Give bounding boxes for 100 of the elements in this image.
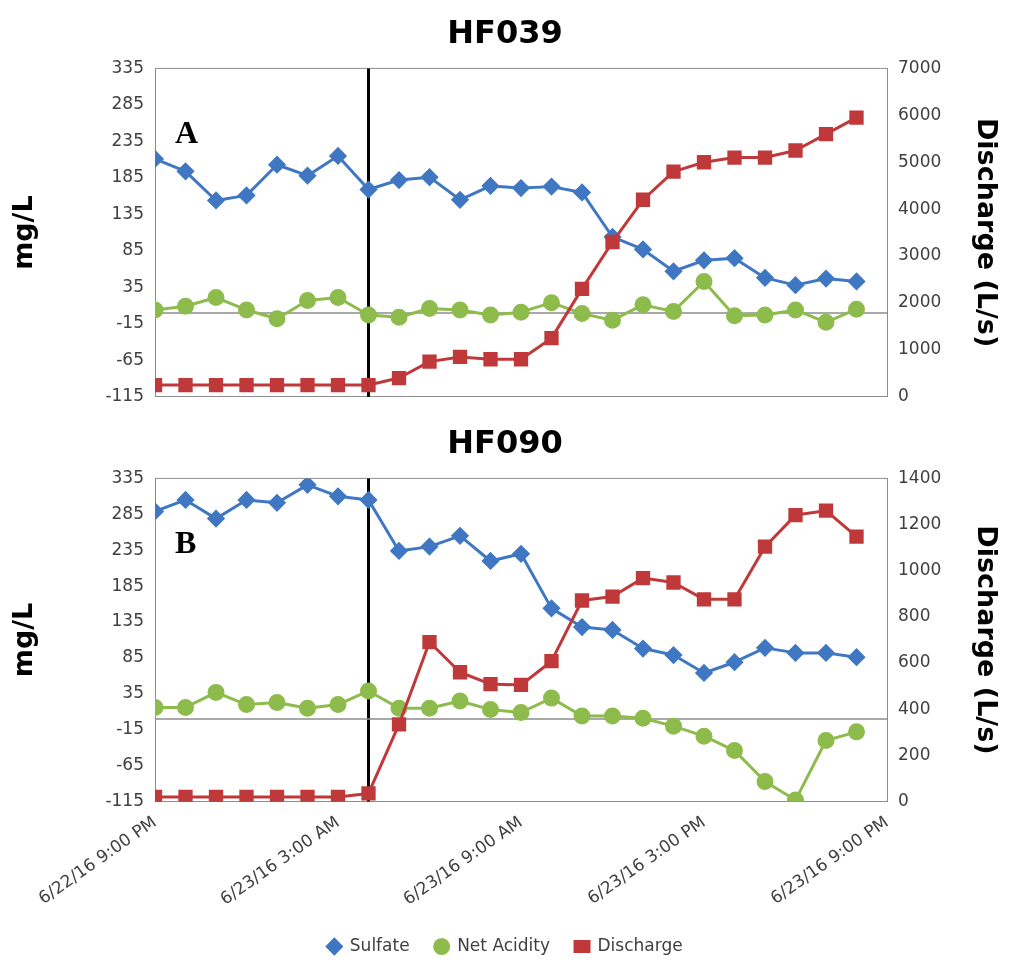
point: [818, 503, 834, 518]
point: [177, 297, 194, 315]
point: [543, 689, 560, 707]
y-tick-label: -65: [116, 754, 144, 775]
point: [634, 640, 652, 658]
y-tick-label: -15: [116, 312, 144, 333]
point: [787, 276, 804, 294]
point: [360, 306, 377, 324]
point: [452, 349, 468, 365]
point: [756, 306, 774, 324]
point: [757, 539, 773, 554]
point: [788, 507, 803, 523]
point: [573, 183, 591, 201]
point: [238, 301, 255, 319]
point: [848, 648, 865, 666]
point: [390, 542, 408, 560]
y2-tick-label: 3000: [898, 244, 942, 265]
point: [268, 494, 286, 512]
y-tick-label: 285: [111, 93, 144, 114]
point: [482, 701, 499, 719]
point: [269, 789, 285, 802]
point: [208, 377, 224, 393]
point: [757, 150, 773, 165]
y2-tick-label: 600: [898, 651, 931, 672]
point: [482, 552, 499, 570]
chart-title: HF090: [447, 422, 563, 461]
point: [268, 310, 286, 328]
point: [696, 155, 712, 170]
point: [543, 294, 560, 312]
point: [788, 143, 803, 158]
point: [727, 150, 742, 165]
point: [848, 300, 865, 318]
y-tick-label: -15: [116, 718, 144, 739]
point: [299, 167, 316, 185]
point: [178, 789, 193, 802]
point: [177, 698, 194, 716]
point: [207, 510, 225, 528]
point: [665, 262, 682, 280]
point: [604, 311, 621, 329]
point: [300, 377, 315, 393]
point: [207, 289, 225, 307]
legend-label: Discharge: [597, 934, 683, 955]
point: [268, 693, 286, 711]
point: [391, 717, 407, 732]
point: [421, 168, 438, 186]
point: [512, 303, 530, 321]
point: [390, 171, 408, 189]
point: [239, 789, 254, 802]
chart-title: HF039: [447, 12, 563, 51]
point: [544, 331, 559, 346]
point: [238, 491, 255, 509]
point: [544, 654, 559, 669]
point: [848, 273, 865, 290]
point: [177, 491, 194, 509]
point: [849, 110, 864, 125]
y2-axis-title: Discharge (L/s): [971, 525, 1003, 755]
y2-tick-label: 4000: [898, 197, 942, 218]
y-tick-label: 135: [111, 610, 144, 631]
point: [817, 270, 835, 288]
y-tick-label: 35: [122, 682, 144, 703]
y2-tick-label: 2000: [898, 291, 942, 312]
y2-tick-label: 6000: [898, 103, 942, 124]
y2-axis-title: Discharge (L/s): [971, 117, 1003, 348]
y-tick-label: 285: [111, 502, 144, 523]
y-tick-label: 135: [111, 202, 144, 223]
y-tick-label: 335: [111, 56, 144, 77]
point: [390, 308, 408, 326]
point: [756, 639, 774, 657]
point: [268, 156, 286, 174]
point: [178, 377, 193, 393]
point: [208, 789, 224, 802]
point: [422, 634, 437, 650]
point: [817, 644, 835, 662]
point: [726, 307, 743, 325]
y-tick-label: 235: [111, 129, 144, 150]
point: [573, 618, 591, 636]
point: [787, 301, 804, 319]
point: [605, 589, 620, 604]
annotation: A: [175, 114, 199, 151]
y2-tick-label: 800: [898, 605, 931, 626]
annotation: B: [175, 524, 197, 561]
y2-tick-label: 400: [898, 697, 931, 718]
y2-tick-label: 1400: [898, 466, 942, 487]
point: [848, 723, 865, 741]
y2-tick-label: 5000: [898, 150, 942, 171]
point: [574, 593, 590, 608]
point: [451, 527, 469, 545]
point: [543, 178, 560, 196]
point: [452, 665, 468, 680]
point: [238, 186, 255, 204]
y2-tick-label: 200: [898, 743, 931, 764]
point: [269, 377, 285, 393]
point: [817, 731, 835, 749]
point: [787, 644, 804, 662]
point: [635, 570, 651, 586]
point: [330, 789, 346, 802]
point: [361, 377, 376, 393]
point: [573, 707, 591, 725]
point: [451, 191, 469, 209]
point: [483, 352, 498, 367]
